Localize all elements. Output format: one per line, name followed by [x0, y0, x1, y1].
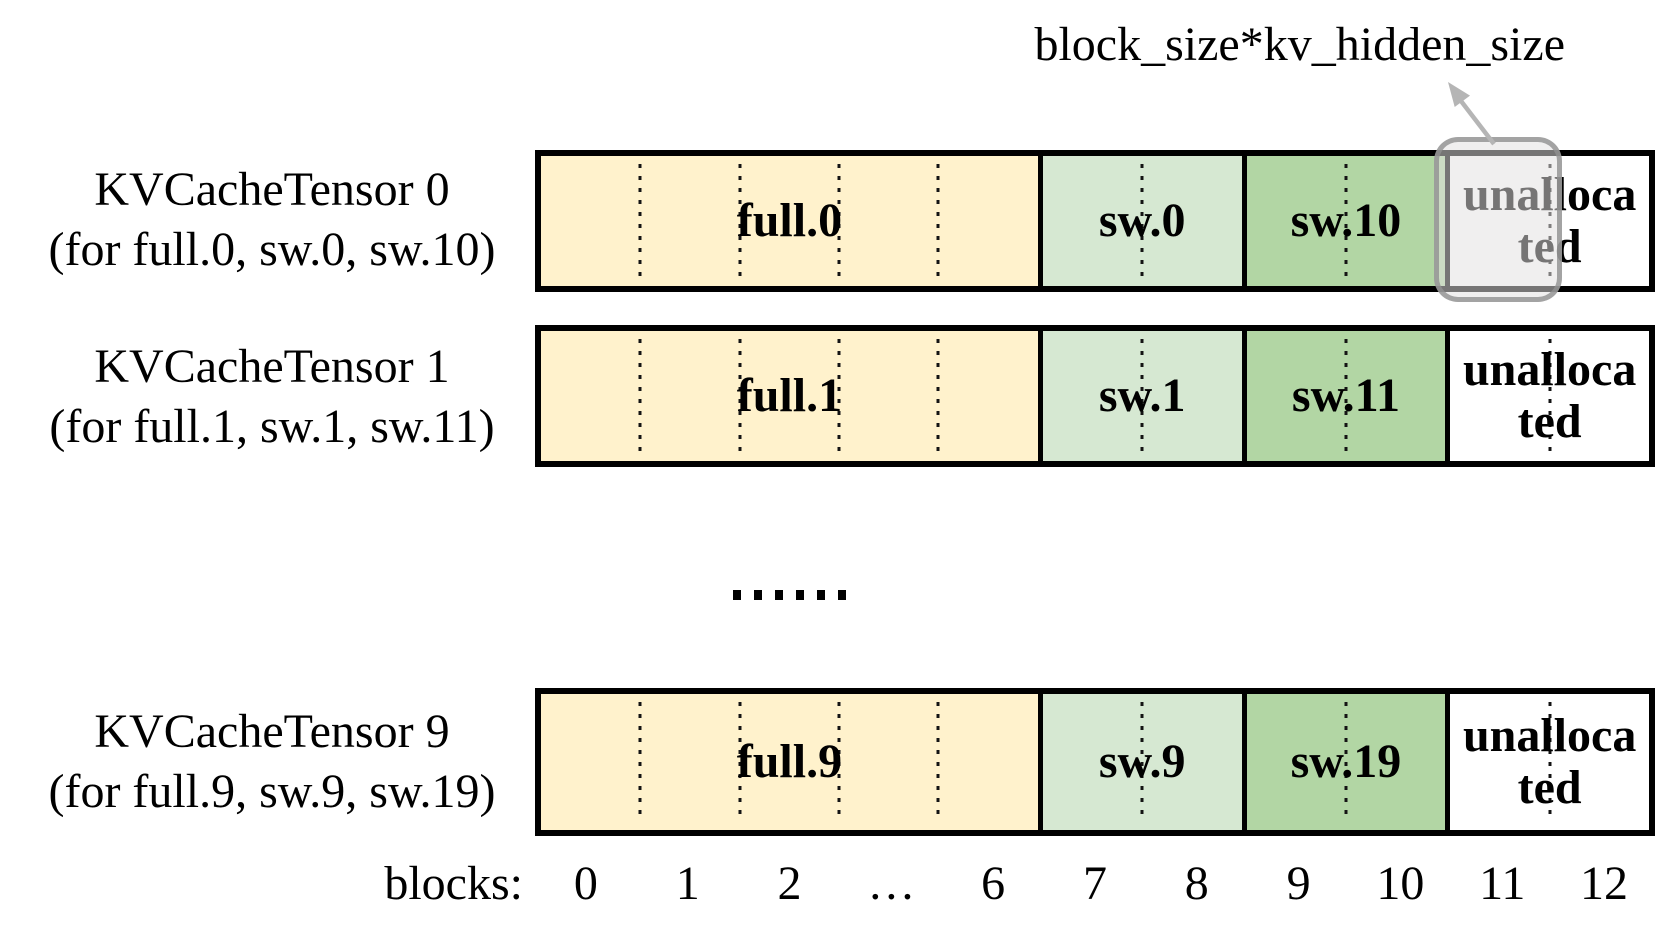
segment-label: sw.19: [1290, 735, 1402, 788]
tensor-9-subtitle: (for full.9, sw.9, sw.19): [48, 765, 496, 818]
highlighted-block-outline: [1434, 137, 1562, 302]
segment-label: sw.1: [1098, 369, 1186, 422]
tensor-9-segment-unallocated: unallocated: [1450, 694, 1650, 830]
tensor-0-title: KVCacheTensor 0: [94, 163, 450, 216]
row-label-tensor-0: KVCacheTensor 0 (for full.0, sw.0, sw.10…: [18, 160, 526, 280]
axis-tick: …: [867, 857, 916, 910]
tensor-0-segment-full: full.0: [541, 156, 1043, 286]
continuation-ellipsis: [733, 590, 846, 600]
tensor-1-segment-full: full.1: [541, 331, 1043, 461]
tensor-9-segment-full: full.9: [541, 694, 1043, 830]
axis-tick: 7: [1082, 857, 1107, 910]
tensor-1-segment-unallocated: unallocated: [1450, 331, 1650, 461]
tensor-0-subtitle: (for full.0, sw.0, sw.10): [48, 223, 496, 276]
tensor-1-segment-sw-even: sw.1: [1042, 331, 1247, 461]
segment-label: full.9: [736, 735, 843, 788]
axis-tick: 1: [675, 857, 700, 910]
segment-label: full.0: [736, 194, 843, 247]
tensor-1-subtitle: (for full.1, sw.1, sw.11): [49, 400, 495, 453]
row-label-tensor-9: KVCacheTensor 9 (for full.9, sw.9, sw.19…: [18, 702, 526, 822]
axis-tick: 10: [1376, 857, 1425, 910]
segment-label: unallocated: [1462, 343, 1637, 448]
block-size-annotation: block_size*kv_hidden_size: [1034, 18, 1565, 71]
axis-tick: 6: [981, 857, 1006, 910]
tensor-1-bar: full.1 sw.1 sw.11 unallocated: [535, 325, 1655, 467]
tensor-0-segment-sw-odd: sw.10: [1246, 156, 1451, 286]
axis-tick: 9: [1286, 857, 1311, 910]
axis-tick: 2: [777, 857, 802, 910]
tensor-1-segment-sw-odd: sw.11: [1246, 331, 1451, 461]
segment-label: sw.9: [1098, 735, 1186, 788]
axis-tick: 0: [573, 857, 598, 910]
segment-label: sw.0: [1098, 194, 1186, 247]
tensor-0-segment-sw-even: sw.0: [1042, 156, 1247, 286]
tensor-1-title: KVCacheTensor 1: [94, 340, 450, 393]
row-label-tensor-1: KVCacheTensor 1 (for full.1, sw.1, sw.11…: [18, 337, 526, 457]
segment-label: sw.10: [1290, 194, 1402, 247]
blocks-axis-ticks: 0 1 2 … 6 7 8 9 10 11 12: [535, 856, 1655, 912]
tensor-9-segment-sw-even: sw.9: [1042, 694, 1247, 830]
segment-label: unallocated: [1462, 709, 1637, 814]
axis-tick: 8: [1184, 857, 1209, 910]
blocks-axis-label: blocks:: [384, 857, 523, 910]
segment-label: full.1: [736, 369, 843, 422]
axis-tick: 11: [1479, 857, 1526, 910]
tensor-9-segment-sw-odd: sw.19: [1246, 694, 1451, 830]
axis-tick: 12: [1580, 857, 1629, 910]
tensor-9-bar: full.9 sw.9 sw.19 unallocated: [535, 688, 1655, 836]
tensor-9-title: KVCacheTensor 9: [94, 705, 450, 758]
segment-label: sw.11: [1291, 369, 1400, 422]
